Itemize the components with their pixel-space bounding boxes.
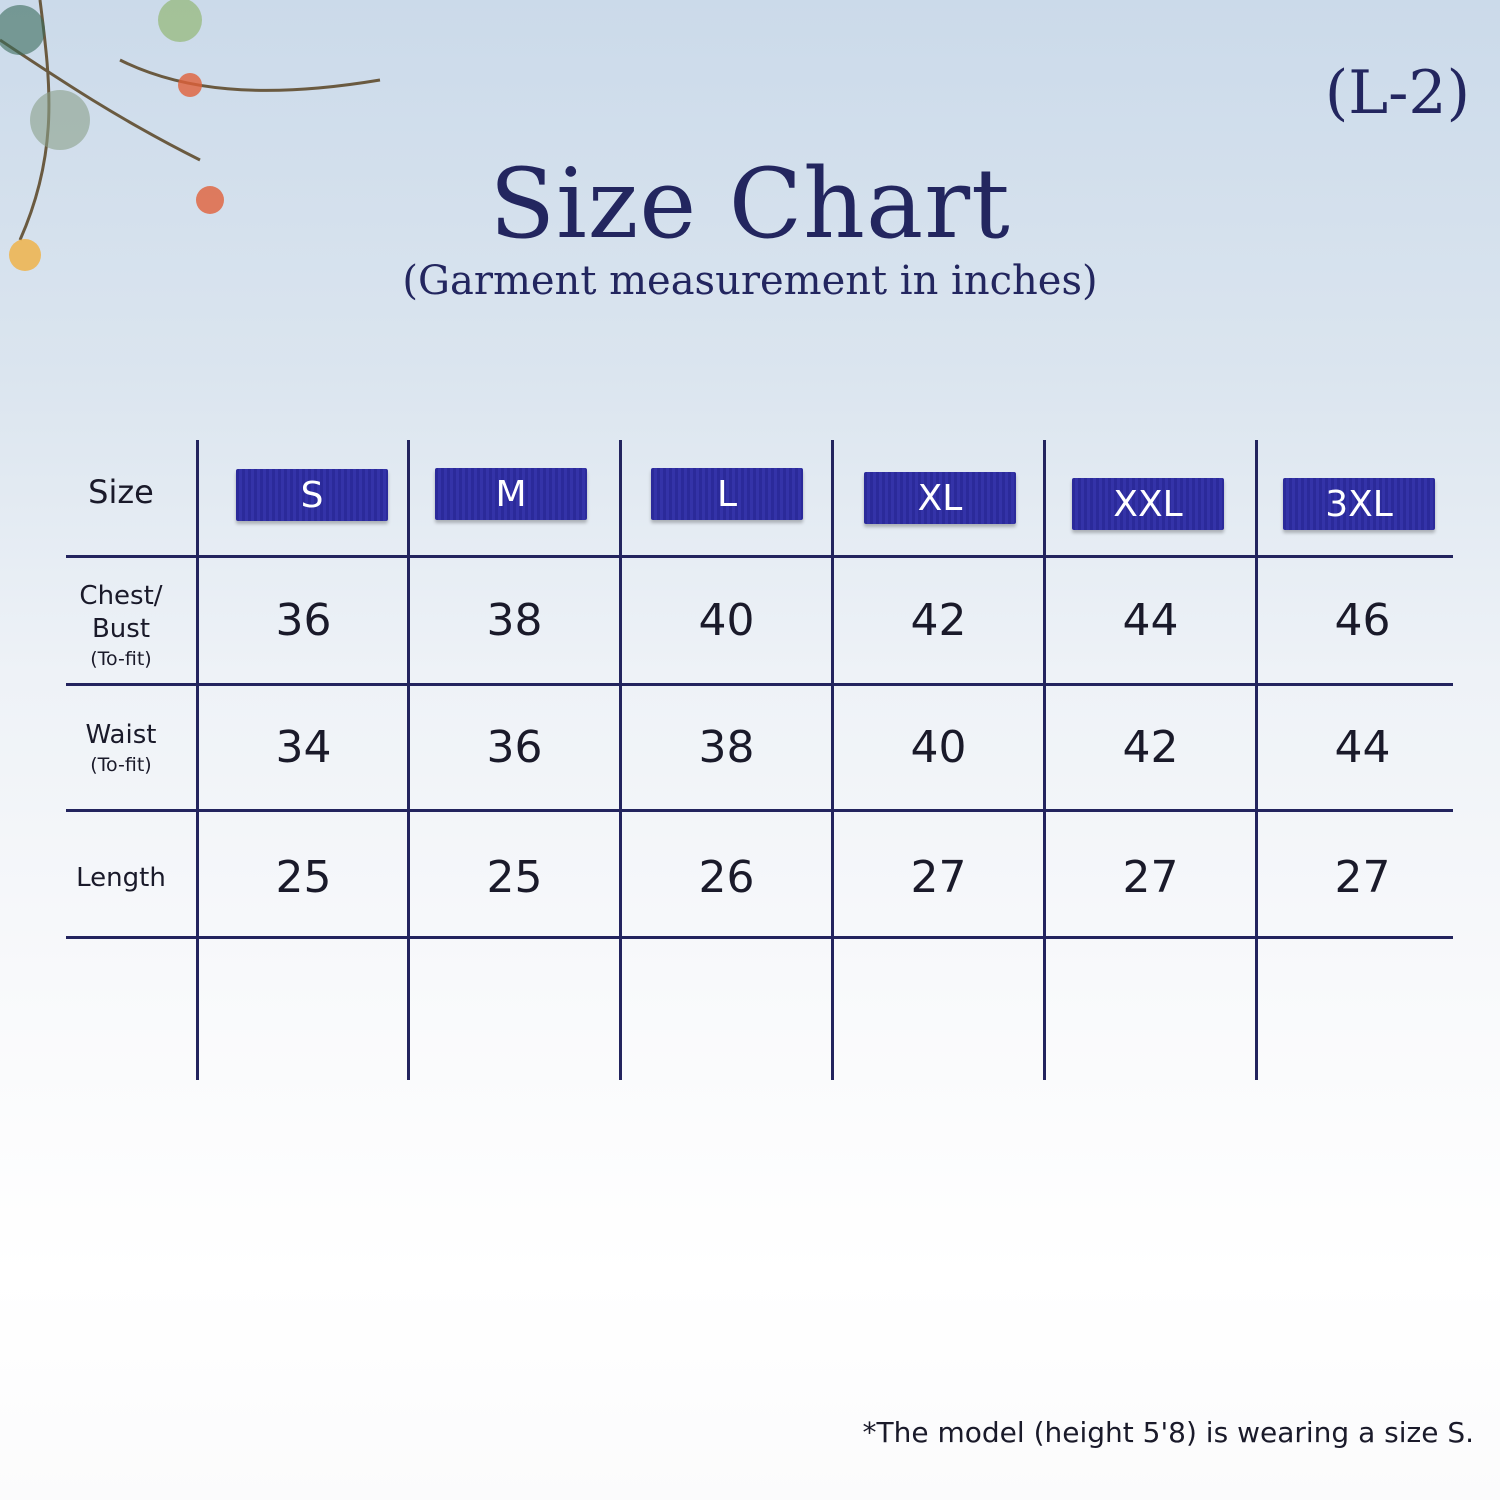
- page-title: Size Chart: [489, 148, 1011, 260]
- table-cell: 27: [1122, 852, 1179, 903]
- table-cell: 34: [275, 722, 332, 773]
- model-note: *The model (height 5'8) is wearing a siz…: [862, 1416, 1474, 1449]
- size-header-label: Size: [88, 473, 154, 511]
- row-label-chest: Chest/ Bust (To-fit): [66, 580, 176, 672]
- size-badge-xxl: XXL: [1072, 478, 1224, 530]
- row-label-waist: Waist (To-fit): [66, 719, 176, 778]
- row-label-text: Waist: [85, 720, 157, 750]
- table-cell: 27: [1334, 852, 1391, 903]
- table-cell: 40: [698, 595, 755, 646]
- table-cell: 42: [910, 595, 967, 646]
- size-badge-3xl: 3XL: [1283, 478, 1435, 530]
- divider: [66, 555, 1453, 558]
- table-cell: 25: [486, 852, 543, 903]
- size-badge-m: M: [435, 468, 587, 520]
- divider: [66, 936, 1453, 939]
- divider: [196, 440, 199, 1080]
- table-cell: 38: [486, 595, 543, 646]
- size-badge-xl: XL: [864, 472, 1016, 524]
- floral-decoration: [0, 0, 381, 271]
- divider: [1255, 440, 1258, 1080]
- row-label-length: Length: [76, 863, 166, 893]
- table-cell: 38: [698, 722, 755, 773]
- product-code: (L-2): [1324, 58, 1470, 128]
- divider: [66, 683, 1453, 686]
- divider: [831, 440, 834, 1080]
- page-subtitle: (Garment measurement in inches): [402, 258, 1098, 304]
- divider: [66, 809, 1453, 812]
- divider: [407, 440, 410, 1080]
- size-badge-s: S: [236, 469, 388, 521]
- row-label-text: Chest/ Bust: [79, 581, 163, 644]
- table-cell: 36: [486, 722, 543, 773]
- divider: [1043, 440, 1046, 1080]
- table-cell: 36: [275, 595, 332, 646]
- table-cell: 40: [910, 722, 967, 773]
- table-cell: 44: [1122, 595, 1179, 646]
- table-cell: 44: [1334, 722, 1391, 773]
- table-cell: 46: [1334, 595, 1391, 646]
- table-cell: 27: [910, 852, 967, 903]
- table-cell: 42: [1122, 722, 1179, 773]
- size-badge-l: L: [651, 468, 803, 520]
- table-cell: 26: [698, 852, 755, 903]
- table-cell: 25: [275, 852, 332, 903]
- row-label-sub: (To-fit): [90, 648, 152, 670]
- divider: [619, 440, 622, 1080]
- row-label-sub: (To-fit): [90, 754, 152, 776]
